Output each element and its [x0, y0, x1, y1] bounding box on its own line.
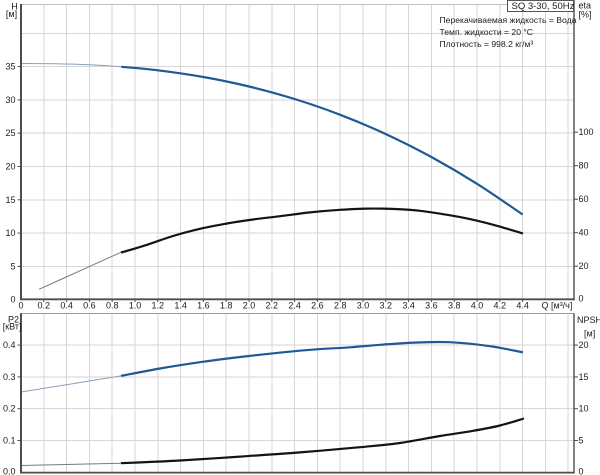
- svg-text:10: 10: [5, 228, 15, 238]
- svg-text:3.8: 3.8: [448, 301, 461, 311]
- svg-text:60: 60: [579, 194, 589, 204]
- svg-text:Плотность = 998.2 кг/м³: Плотность = 998.2 кг/м³: [440, 39, 534, 49]
- svg-text:1.6: 1.6: [197, 301, 210, 311]
- svg-text:4.4: 4.4: [516, 301, 529, 311]
- svg-text:10: 10: [579, 404, 589, 414]
- svg-text:35: 35: [5, 62, 15, 72]
- svg-text:0.2: 0.2: [3, 404, 16, 414]
- svg-text:1.0: 1.0: [129, 301, 142, 311]
- svg-text:4.2: 4.2: [494, 301, 507, 311]
- svg-text:SQ 3-30, 50Hz: SQ 3-30, 50Hz: [512, 1, 575, 12]
- svg-text:[м]: [м]: [6, 9, 17, 19]
- svg-text:20: 20: [579, 340, 589, 350]
- svg-text:3.6: 3.6: [425, 301, 438, 311]
- svg-text:0.4: 0.4: [3, 340, 16, 350]
- svg-text:2.2: 2.2: [266, 301, 279, 311]
- svg-text:eta: eta: [579, 1, 592, 11]
- svg-text:0: 0: [10, 294, 15, 304]
- svg-text:5: 5: [10, 261, 15, 271]
- svg-text:0: 0: [18, 301, 23, 311]
- svg-text:0.8: 0.8: [106, 301, 119, 311]
- svg-text:25: 25: [5, 128, 15, 138]
- svg-text:2.8: 2.8: [334, 301, 347, 311]
- svg-text:15: 15: [5, 195, 15, 205]
- svg-text:40: 40: [579, 228, 589, 238]
- svg-text:20: 20: [579, 261, 589, 271]
- svg-text:2.4: 2.4: [288, 301, 301, 311]
- svg-text:100: 100: [579, 127, 594, 137]
- svg-text:[кВт]: [кВт]: [3, 322, 22, 332]
- svg-text:1.2: 1.2: [152, 301, 165, 311]
- svg-text:1.4: 1.4: [174, 301, 187, 311]
- svg-text:P2: P2: [8, 314, 19, 324]
- svg-text:5: 5: [579, 436, 584, 446]
- svg-text:0.6: 0.6: [83, 301, 96, 311]
- svg-text:30: 30: [5, 95, 15, 105]
- svg-text:2.6: 2.6: [311, 301, 324, 311]
- svg-text:H: H: [11, 1, 18, 11]
- svg-text:0.3: 0.3: [3, 372, 16, 382]
- svg-text:0: 0: [579, 293, 584, 303]
- svg-text:NPSH: NPSH: [577, 315, 600, 325]
- svg-text:Темп. жидкости = 20 °C: Темп. жидкости = 20 °C: [440, 27, 534, 37]
- svg-text:[м]: [м]: [584, 329, 595, 339]
- svg-text:0.0: 0.0: [3, 466, 16, 475]
- svg-text:[%]: [%]: [579, 10, 592, 20]
- svg-text:4.0: 4.0: [471, 301, 484, 311]
- svg-text:20: 20: [5, 162, 15, 172]
- svg-text:1.8: 1.8: [220, 301, 233, 311]
- svg-text:0: 0: [579, 466, 584, 475]
- svg-text:3.4: 3.4: [402, 301, 415, 311]
- svg-text:Перекачиваемая жидкость = Вода: Перекачиваемая жидкость = Вода: [440, 15, 577, 25]
- svg-text:3.0: 3.0: [357, 301, 370, 311]
- svg-text:0.2: 0.2: [38, 301, 51, 311]
- svg-text:15: 15: [579, 372, 589, 382]
- svg-text:0.1: 0.1: [3, 436, 16, 446]
- svg-text:0.4: 0.4: [60, 301, 73, 311]
- svg-text:Q [м³/ч]: Q [м³/ч]: [542, 301, 573, 311]
- svg-text:80: 80: [579, 161, 589, 171]
- svg-text:3.2: 3.2: [380, 301, 393, 311]
- svg-text:2.0: 2.0: [243, 301, 256, 311]
